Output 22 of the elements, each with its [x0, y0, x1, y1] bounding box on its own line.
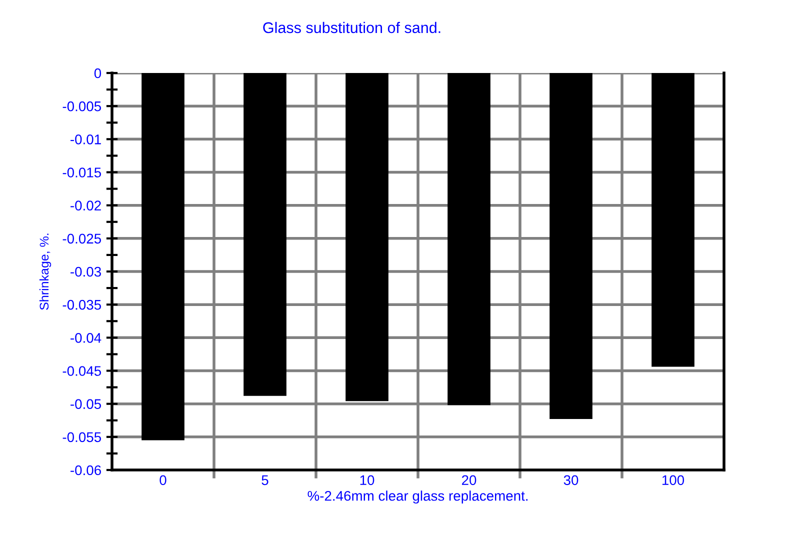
- chart-title: Glass substitution of sand.: [263, 22, 440, 34]
- y-tick-label: 0: [94, 68, 102, 78]
- y-tick-label: -0.04: [70, 333, 102, 343]
- x-tick-label: 20: [462, 475, 476, 486]
- y-axis-title: Shrinkage, %.: [39, 234, 52, 310]
- x-tick-label: 10: [360, 475, 374, 486]
- y-tick-label: -0.045: [62, 366, 102, 376]
- x-tick-label: 5: [262, 475, 268, 486]
- y-tick-label: -0.005: [62, 101, 102, 112]
- y-tick-label: -0.05: [70, 399, 102, 410]
- y-tick-label: -0.025: [62, 234, 102, 244]
- y-tick-label: -0.02: [70, 200, 101, 211]
- x-tick-label: 100: [662, 475, 684, 486]
- y-tick-label: -0.015: [62, 168, 102, 178]
- y-tick-label: -0.035: [62, 300, 102, 310]
- y-tick-label: -0.055: [62, 432, 102, 442]
- x-tick-label: 0: [160, 475, 166, 486]
- x-tick-label: 30: [564, 475, 578, 486]
- y-tick-label: -0.06: [70, 465, 101, 476]
- y-tick-label: -0.03: [70, 266, 101, 277]
- y-tick-label: -0.01: [70, 134, 101, 144]
- x-axis-title: %-2.46mm clear glass replacement.: [308, 490, 528, 504]
